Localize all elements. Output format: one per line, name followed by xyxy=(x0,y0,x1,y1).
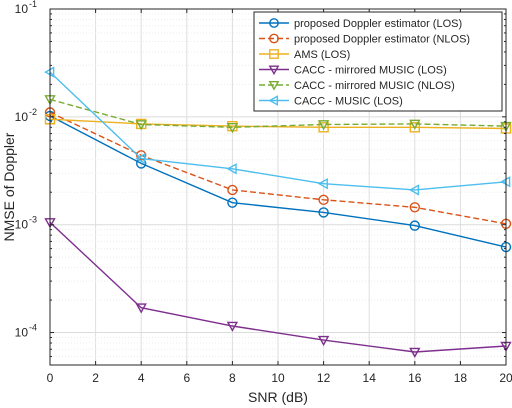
y-tick-label-exponent: -1 xyxy=(29,0,37,9)
data-point xyxy=(135,118,147,130)
legend-marker xyxy=(268,95,279,106)
y-tick-label: 10 xyxy=(15,110,29,124)
legend-entry: proposed Doppler estimator (NLOS) xyxy=(259,34,470,46)
x-tick-label: 14 xyxy=(363,371,377,385)
data-point xyxy=(409,347,421,358)
y-tick-label-exponent: -3 xyxy=(29,215,37,225)
legend-box xyxy=(253,11,503,112)
data-point xyxy=(44,114,56,125)
series-line xyxy=(49,98,507,129)
legend-label: CACC - mirrored MUSIC (LOS) xyxy=(294,65,447,77)
legend-entry: CACC - mirrored MUSIC (LOS) xyxy=(259,65,447,77)
data-point xyxy=(318,194,329,206)
x-tick-label: 18 xyxy=(454,371,468,385)
data-point xyxy=(317,177,328,190)
y-tick-label-exponent: -4 xyxy=(29,323,37,333)
x-tick-label: 2 xyxy=(92,371,99,385)
legend-entry: proposed Doppler estimator (LOS) xyxy=(259,18,462,30)
x-tick-label: 6 xyxy=(183,371,190,385)
data-point xyxy=(135,303,147,314)
legend-label: proposed Doppler estimator (NLOS) xyxy=(294,34,470,46)
y-tick-label-exponent: -2 xyxy=(29,107,37,117)
x-axis-label: SNR (dB) xyxy=(248,389,308,405)
legend-entry: AMS (LOS) xyxy=(259,49,350,61)
y-tick-label: 10 xyxy=(15,218,29,232)
x-tick-label: 20 xyxy=(499,371,512,385)
y-tick-label: 10 xyxy=(15,2,29,16)
legend: proposed Doppler estimator (LOS) proposed… xyxy=(253,11,503,112)
data-point xyxy=(226,122,239,134)
data-point xyxy=(227,197,238,208)
legend-marker xyxy=(268,80,280,91)
data-point xyxy=(318,207,329,218)
series-line xyxy=(49,115,507,248)
series-layer xyxy=(44,66,512,358)
series-3 xyxy=(44,114,512,134)
x-tick-label: 4 xyxy=(138,371,145,385)
data-point xyxy=(408,184,420,196)
x-tick-label: 8 xyxy=(229,371,236,385)
x-tick-label: 0 xyxy=(47,371,54,385)
data-point xyxy=(135,120,147,131)
y-axis-label: NMSE of Doppler xyxy=(1,132,17,241)
x-tick-label: 12 xyxy=(317,371,331,385)
data-point xyxy=(135,152,146,165)
x-tick-label: 10 xyxy=(271,371,285,385)
legend-entry: CACC - MUSIC (LOS) xyxy=(259,95,403,108)
data-point xyxy=(500,123,512,134)
data-point xyxy=(409,202,420,213)
data-point xyxy=(317,335,330,347)
series-line xyxy=(49,71,507,191)
data-point xyxy=(226,321,239,332)
legend-label: proposed Doppler estimator (LOS) xyxy=(294,18,462,30)
series-4 xyxy=(44,218,512,358)
series-line xyxy=(49,118,507,130)
data-point xyxy=(409,122,420,133)
data-point xyxy=(317,120,330,131)
legend-label: CACC - MUSIC (LOS) xyxy=(294,96,403,108)
legend-marker xyxy=(269,49,279,59)
data-point xyxy=(409,220,420,231)
series-line xyxy=(49,221,507,353)
x-tick-label: 16 xyxy=(408,371,422,385)
legend-marker xyxy=(269,18,279,28)
data-point xyxy=(409,119,421,130)
y-tick-label: 10 xyxy=(15,326,29,340)
data-point xyxy=(226,163,237,175)
data-point xyxy=(227,184,238,196)
data-point xyxy=(135,150,147,161)
legend-marker xyxy=(268,65,280,76)
data-point xyxy=(318,122,329,133)
legend-label: AMS (LOS) xyxy=(294,49,350,61)
legend-marker xyxy=(269,33,279,44)
legend-entry: CACC - mirrored MUSIC (NLOS) xyxy=(259,80,455,92)
series-2 xyxy=(44,107,512,229)
legend-label: CACC - mirrored MUSIC (NLOS) xyxy=(294,80,455,92)
series-line xyxy=(49,111,507,225)
